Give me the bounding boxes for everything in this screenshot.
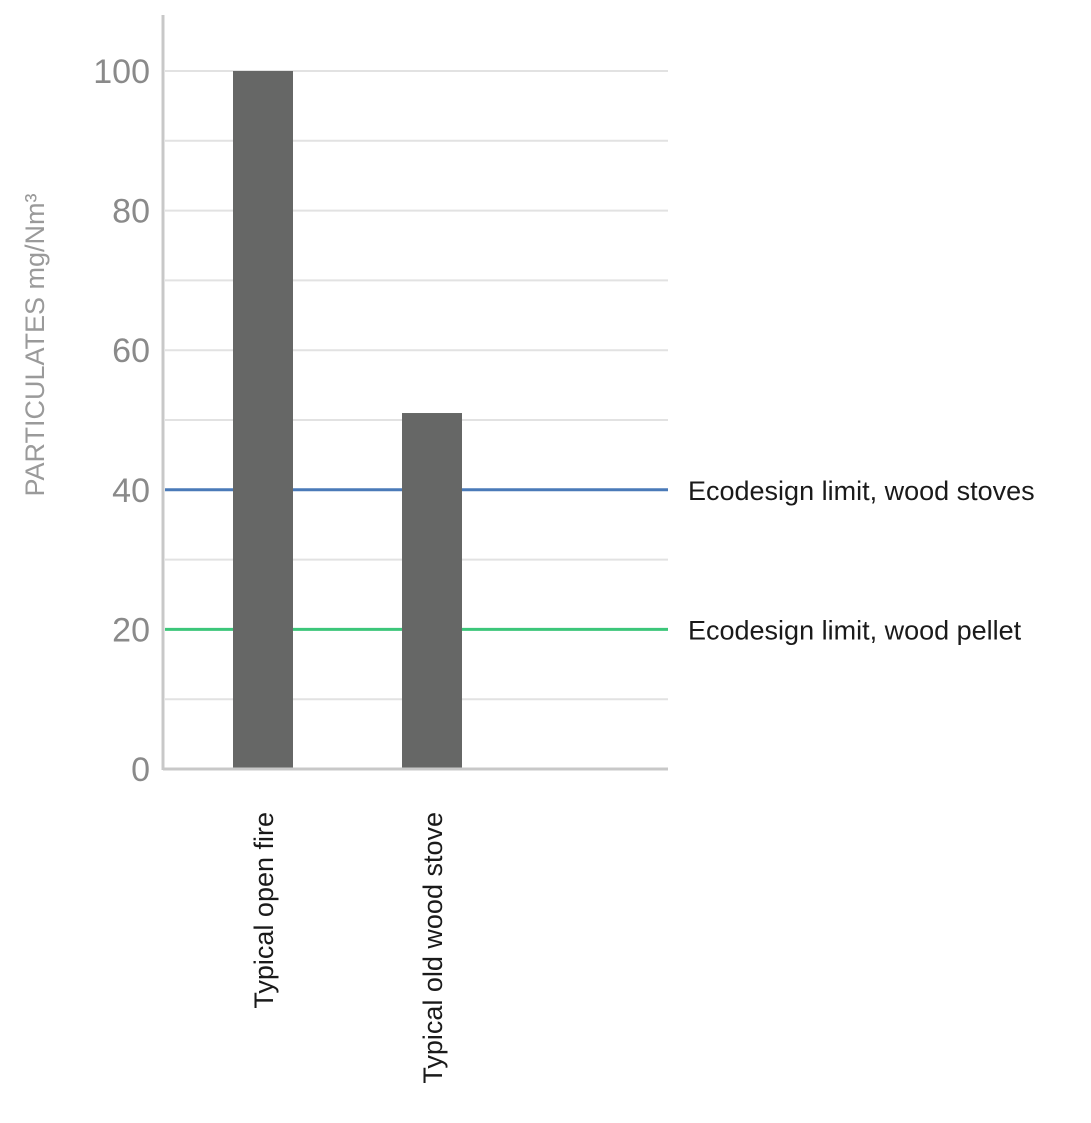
y-tick-label: 100 [93,53,150,91]
y-tick-label: 20 [112,611,150,649]
bar-2 [402,413,462,769]
y-tick-label: 40 [112,472,150,510]
y-tick-labels: 0 20 40 60 80 100 [93,53,150,789]
y-axis-title: PARTICULATES mg/Nm³ [20,193,50,496]
category-label: Typical open fire [249,812,279,1009]
category-label: Typical old wood stove [418,812,448,1084]
reference-line-label: Ecodesign limit, wood stoves [688,476,1035,506]
reference-line-label: Ecodesign limit, wood pellet [688,615,1022,645]
y-tick-label: 60 [112,332,150,370]
reference-line-labels: Ecodesign limit, wood stoves Ecodesign li… [688,476,1035,646]
axes [161,15,668,771]
y-tick-label: 80 [112,193,150,231]
y-tick-label: 0 [131,751,150,789]
bars [233,71,462,769]
bar-1 [233,71,293,769]
category-labels: Typical open fire Typical old wood stove [249,812,448,1084]
